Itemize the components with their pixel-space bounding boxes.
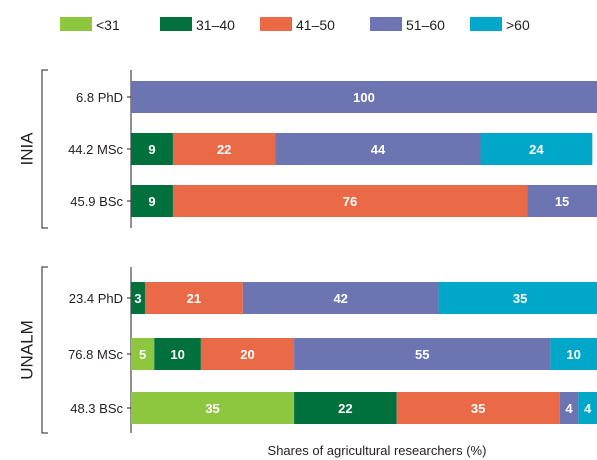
legend-swatch [60,17,92,31]
data-label: 10 [170,347,184,362]
y-tick-label: 44.2 MSc [68,142,123,157]
x-axis-label: Shares of agricultural researchers (%) [268,443,487,458]
y-tick-label: 76.8 MSc [68,347,123,362]
y-tick-label: 6.8 PhD [76,90,123,105]
legend-swatch [370,17,402,31]
bars: 100 9 22 44 24 9 76 15 3 21 42 35 5 10 20 55 10 35 22 35 4 4 [131,81,597,424]
data-label: 76 [343,194,357,209]
legend-label: 51–60 [406,17,445,33]
data-label: 5 [139,347,146,362]
legend-label: 31–40 [196,17,235,33]
y-tick-label: 45.9 BSc [70,194,123,209]
y-tick-label: 48.3 BSc [70,401,123,416]
data-label: 22 [338,401,352,416]
data-label: 44 [371,142,386,157]
legend-swatch [160,17,192,31]
data-label: 9 [148,142,155,157]
data-label: 10 [566,347,580,362]
legend-swatch [470,17,502,31]
chart-groups: INIA 6.8 PhD 44.2 MSc 45.9 BSc UNALM 23.4 PhD… [17,70,131,433]
data-label: 55 [415,347,429,362]
data-label: 21 [187,291,201,306]
data-label: 3 [134,291,141,306]
group-bracket [42,267,48,433]
legend-label: 41–50 [296,17,335,33]
data-label: 35 [513,291,527,306]
group-label: UNALM [17,320,36,380]
data-label: 20 [240,347,254,362]
data-label: 35 [205,401,219,416]
data-label: 9 [148,194,155,209]
data-label: 42 [333,291,347,306]
data-label: 15 [555,194,569,209]
data-label: 35 [471,401,485,416]
data-label: 4 [584,401,592,416]
y-tick-label: 23.4 PhD [69,291,123,306]
data-label: 100 [353,90,375,105]
data-label: 4 [565,401,573,416]
legend-swatch [260,17,292,31]
legend-label: >60 [506,17,530,33]
data-label: 24 [529,142,544,157]
data-label: 22 [217,142,231,157]
group-bracket [42,70,48,228]
legend: <31 31–40 41–50 51–60 >60 [60,17,530,33]
legend-label: <31 [96,17,120,33]
group-label: INIA [17,132,36,166]
